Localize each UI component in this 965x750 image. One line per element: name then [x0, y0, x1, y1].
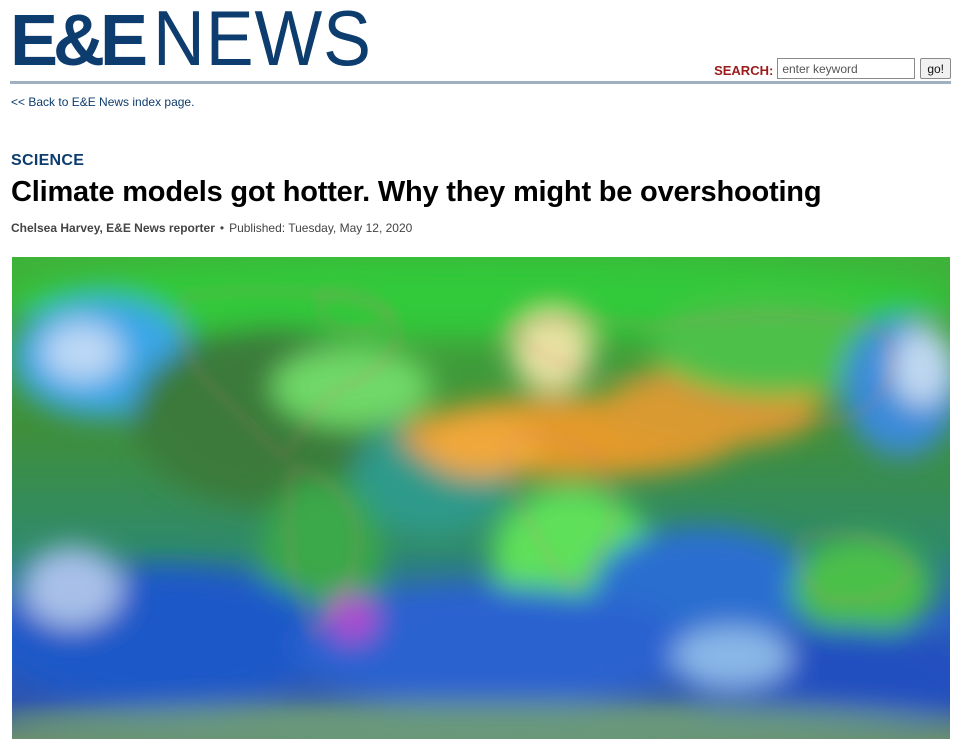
header-divider [10, 81, 951, 84]
search-label: SEARCH: [714, 62, 774, 78]
search-bar: SEARCH: go! [714, 58, 951, 79]
search-go-button[interactable]: go! [920, 58, 951, 79]
logo-ee-text: E&E [10, 1, 148, 81]
article-byline: Chelsea Harvey, E&E News reporter • Publis… [11, 221, 412, 235]
byline-separator: • [219, 221, 225, 235]
logo-news-text: NEWS [153, 0, 373, 82]
author-name: Chelsea Harvey, E&E News reporter [11, 221, 215, 235]
continent-outlines [179, 290, 913, 639]
hero-climate-map-image [12, 257, 950, 739]
section-label[interactable]: SCIENCE [11, 152, 85, 169]
article-headline: Climate models got hotter. Why they migh… [11, 176, 822, 208]
climate-map-graphic [12, 257, 950, 739]
ee-news-logo[interactable]: E&E NEWS [10, 0, 391, 82]
publish-date: Published: Tuesday, May 12, 2020 [229, 221, 413, 235]
search-input[interactable] [777, 58, 916, 79]
back-to-index-link[interactable]: << Back to E&E News index page. [11, 95, 195, 109]
